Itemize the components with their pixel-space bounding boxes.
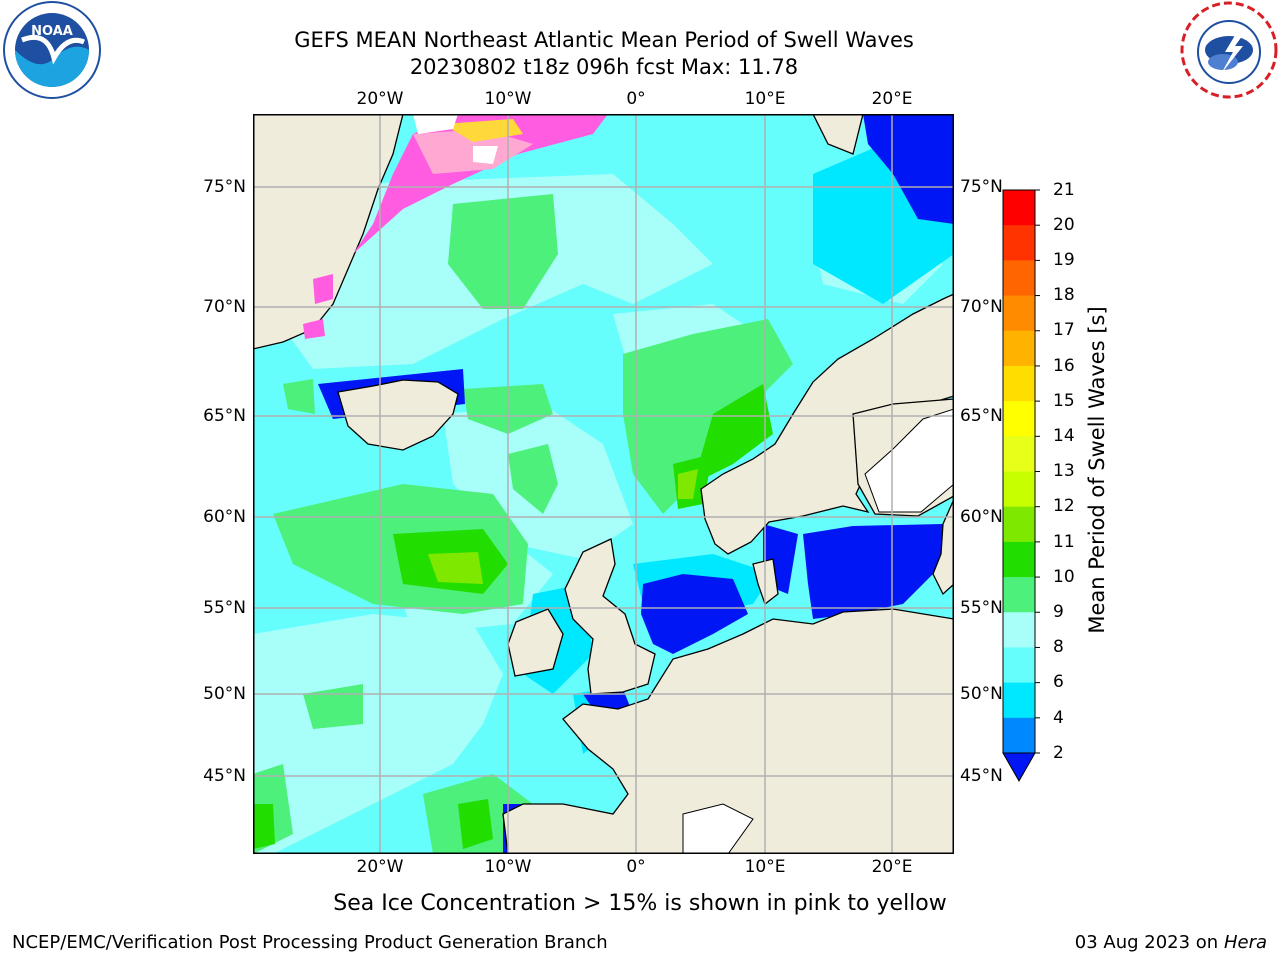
- scandinavia-land: [932, 498, 954, 596]
- lat-label-right: 70°N: [960, 297, 1003, 317]
- svalbard-land: [812, 114, 864, 155]
- swell-10-11s-region: [458, 799, 493, 849]
- map-subtitle: 20230802 t18z 096h fcst Max: 11.78: [409, 55, 799, 79]
- lat-label-right: 60°N: [960, 507, 1003, 527]
- noaa-logo: NOAA: [3, 1, 101, 99]
- lon-label-top: 0°: [626, 89, 646, 109]
- swell-9-10s-region: [448, 194, 558, 309]
- graticule: [253, 114, 954, 854]
- colorbar-tick-label: 18: [1053, 285, 1075, 305]
- swell-period-map: [253, 114, 954, 854]
- colorbar-tick-label: 13: [1053, 461, 1075, 481]
- colorbar-tick-label: 17: [1053, 320, 1075, 340]
- colorbar-tick-label: 15: [1053, 391, 1075, 411]
- lon-label-bottom: 0°: [626, 857, 646, 877]
- colorbar-bin: [1003, 260, 1035, 297]
- colorbar-bin: [1003, 506, 1035, 543]
- swell-10-11s-region: [253, 804, 275, 849]
- swell-2-4s-region: [803, 524, 954, 619]
- iceland-land: [337, 379, 459, 451]
- colorbar-tick-label: 2: [1053, 743, 1064, 763]
- colorbar-bin: [1003, 295, 1035, 332]
- lon-label-bottom: 10°W: [484, 857, 532, 877]
- lon-label-top: 20°W: [356, 89, 404, 109]
- machine-name: Hera: [1223, 932, 1267, 953]
- lat-label-left: 45°N: [203, 766, 246, 786]
- lat-label-right: 45°N: [960, 766, 1003, 786]
- lat-label-left: 65°N: [203, 406, 246, 426]
- colorbar-bin: [1003, 330, 1035, 367]
- lon-label-bottom: 20°E: [871, 857, 913, 877]
- national-weather-service-logo: [1180, 1, 1278, 99]
- colorbar-bin: [1003, 577, 1035, 613]
- lon-label-bottom: 20°W: [356, 857, 404, 877]
- colorbar-tick-label: 12: [1053, 496, 1075, 516]
- lat-label-left: 70°N: [203, 297, 246, 317]
- colorbar-bin: [1003, 225, 1035, 261]
- colorbar-bin: [1003, 471, 1035, 508]
- colorbar-tick-label: 16: [1053, 356, 1075, 376]
- lat-label-right: 55°N: [960, 598, 1003, 618]
- lat-label-right: 75°N: [960, 177, 1003, 197]
- lon-label-top: 20°E: [871, 89, 913, 109]
- colorbar-bin: [1003, 682, 1035, 719]
- sea-ice-note: Sea Ice Concentration > 15% is shown in …: [333, 891, 947, 916]
- swell-11-12s-region: [678, 469, 698, 499]
- swell-2-4s-region: [641, 574, 748, 654]
- colorbar-tick-label: 20: [1053, 215, 1075, 235]
- colorbar-title: Mean Period of Swell Waves [s]: [1085, 306, 1109, 634]
- greenland-land: [253, 114, 404, 350]
- colorbar-bin: [1003, 190, 1035, 226]
- colorbar-tick-label: 19: [1053, 250, 1075, 270]
- colorbar: [1002, 189, 1040, 783]
- sea-ice-region: [303, 114, 608, 339]
- colorbar-tick-label: 11: [1053, 532, 1075, 552]
- lat-label-left: 50°N: [203, 684, 246, 704]
- noaa-logo-text: NOAA: [31, 24, 73, 39]
- gulf-of-bothnia-water: [864, 408, 954, 513]
- map-title: GEFS MEAN Northeast Atlantic Mean Period…: [294, 28, 914, 52]
- continental-europe-land: [502, 608, 954, 854]
- swell-8-9s-region: [253, 614, 503, 854]
- colorbar-bin: [1003, 612, 1035, 648]
- colorbar-bin: [1003, 401, 1035, 437]
- mediterranean-water: [682, 803, 754, 854]
- lat-label-left: 75°N: [203, 177, 246, 197]
- swell-9-10s-region: [303, 684, 363, 729]
- swell-10-11s-region: [693, 384, 773, 484]
- lon-label-bottom: 10°E: [744, 857, 786, 877]
- swell-2-4s-region: [863, 114, 954, 224]
- colorbar-bin: [1003, 541, 1035, 578]
- colorbar-tick-label: 8: [1053, 637, 1064, 657]
- lat-label-right: 50°N: [960, 684, 1003, 704]
- date-text: 03 Aug 2023 on: [1074, 932, 1219, 953]
- credit-line: NCEP/EMC/Verification Post Processing Pr…: [12, 932, 608, 953]
- date-stamp: 03 Aug 2023 on Hera: [1075, 932, 1267, 954]
- lat-label-left: 60°N: [203, 507, 246, 527]
- colorbar-tick-label: 9: [1053, 602, 1064, 622]
- british-isles-land: [564, 538, 656, 695]
- lon-label-top: 10°W: [484, 89, 532, 109]
- colorbar-bin: [1003, 717, 1035, 754]
- colorbar-extend-arrow: [1002, 752, 1036, 783]
- colorbar-tick-label: 6: [1053, 672, 1064, 692]
- colorbar-tick-label: 14: [1053, 426, 1075, 446]
- colorbar-tick-label: 21: [1053, 180, 1075, 200]
- colorbar-tick-label: 4: [1053, 708, 1064, 728]
- swell-9-10s-region: [508, 444, 558, 514]
- lat-label-left: 55°N: [203, 598, 246, 618]
- swell-9-10s-region: [283, 379, 315, 414]
- swell-11-12s-region: [428, 552, 483, 584]
- lon-label-top: 10°E: [744, 89, 786, 109]
- colorbar-bin: [1003, 647, 1035, 684]
- lat-label-right: 65°N: [960, 406, 1003, 426]
- colorbar-bin: [1003, 365, 1035, 402]
- colorbar-bin: [1003, 436, 1035, 472]
- colorbar-tick-label: 10: [1053, 567, 1075, 587]
